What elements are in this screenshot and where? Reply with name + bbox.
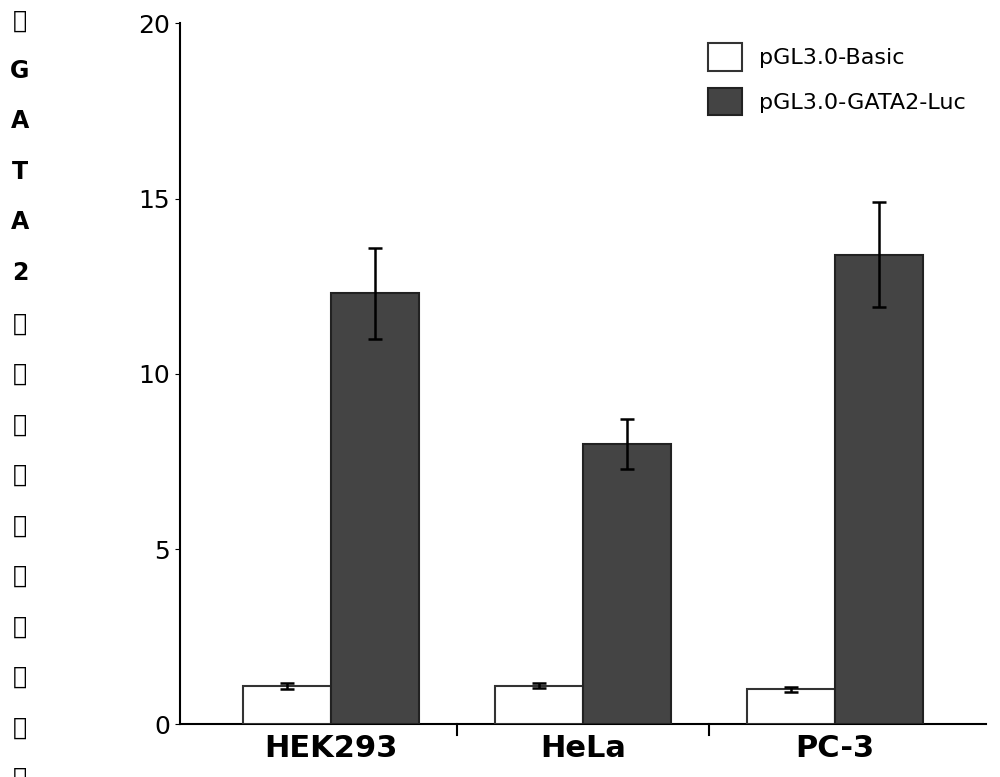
Text: T: T: [12, 160, 28, 184]
Text: 2: 2: [12, 261, 28, 285]
Bar: [835, 255, 923, 724]
Text: 荧: 荧: [13, 312, 27, 336]
Text: A: A: [11, 211, 29, 235]
Bar: [331, 293, 419, 724]
Text: 性: 性: [13, 766, 27, 777]
Bar: [495, 686, 583, 724]
Text: A: A: [11, 110, 29, 134]
Text: 因: 因: [13, 665, 27, 689]
Text: 活: 活: [13, 716, 27, 740]
Bar: [583, 444, 671, 724]
Bar: [747, 689, 835, 724]
Text: 报: 报: [13, 514, 27, 538]
Text: G: G: [10, 59, 30, 83]
Text: 光: 光: [13, 362, 27, 386]
Legend: pGL3.0-Basic, pGL3.0-GATA2-Luc: pGL3.0-Basic, pGL3.0-GATA2-Luc: [699, 34, 975, 124]
Bar: [243, 686, 331, 724]
Text: 告: 告: [13, 564, 27, 588]
Text: 对: 对: [13, 9, 27, 33]
Text: 基: 基: [13, 615, 27, 639]
Text: 酶: 酶: [13, 463, 27, 487]
Text: 素: 素: [13, 413, 27, 437]
